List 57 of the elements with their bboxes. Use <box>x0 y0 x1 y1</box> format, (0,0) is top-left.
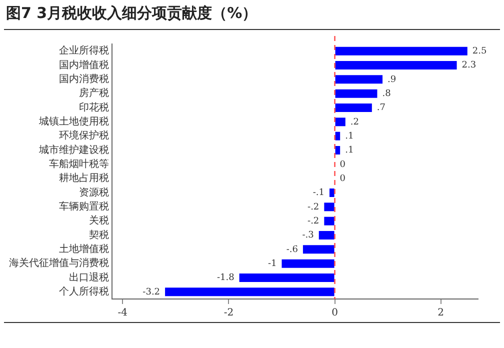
bar <box>318 231 334 240</box>
data-label: -.2 <box>308 202 320 212</box>
bar <box>324 202 334 212</box>
data-label: .7 <box>376 103 386 114</box>
y-tick-label: 土地增值税 <box>59 243 109 256</box>
y-tick-label: 车辆购置税 <box>59 200 109 213</box>
bar <box>165 288 334 296</box>
x-tick-label: 0 <box>332 308 338 319</box>
y-tick-label: 企业所得税 <box>59 44 109 57</box>
data-label: .2 <box>350 117 359 128</box>
y-tick-label: 个人所得税 <box>59 286 109 298</box>
bar <box>324 216 334 226</box>
y-tick-label: 国内增值税 <box>59 58 109 71</box>
bar <box>335 146 340 154</box>
data-label: .8 <box>382 88 392 99</box>
y-tick-label: 出口退税 <box>69 271 109 284</box>
data-label: -.1 <box>312 188 324 198</box>
bar <box>239 274 334 282</box>
y-tick-label: 关税 <box>89 214 109 227</box>
y-tick-label: 国内消费税 <box>59 73 109 86</box>
data-label: 0 <box>340 174 346 184</box>
bar <box>335 75 383 84</box>
data-label: -.2 <box>308 216 320 226</box>
data-label: -3.2 <box>142 287 160 298</box>
bar <box>335 61 457 70</box>
bar <box>302 245 334 254</box>
y-tick-label: 资源税 <box>79 186 109 198</box>
bar <box>335 46 468 56</box>
y-tick-label: 车船烟叶税等 <box>49 158 109 170</box>
x-tick-label: -2 <box>224 308 234 319</box>
data-label: -1.8 <box>216 273 235 284</box>
bar <box>335 118 346 126</box>
bar <box>335 132 340 140</box>
data-label: -.6 <box>286 244 298 255</box>
bar <box>335 89 378 98</box>
bar <box>329 188 334 197</box>
data-label: 0 <box>340 160 346 170</box>
data-label: .1 <box>345 131 354 142</box>
data-label: -1 <box>268 258 277 269</box>
data-label: 2.5 <box>472 46 487 56</box>
y-tick-label: 契税 <box>89 228 109 241</box>
bar <box>282 259 334 268</box>
y-tick-label: 房产税 <box>79 87 109 100</box>
chart-title: 图7 3月税收收入细分项贡献度（%） <box>6 4 258 23</box>
data-label: -.3 <box>302 230 314 241</box>
x-tick-label: -4 <box>118 308 128 319</box>
x-tick-label: 2 <box>438 308 444 319</box>
y-tick-label: 印花税 <box>79 101 109 114</box>
y-tick-label: 耕地占用税 <box>59 172 109 184</box>
data-label: .1 <box>345 146 354 156</box>
bar <box>335 104 372 112</box>
y-tick-label: 城镇土地使用税 <box>38 116 109 128</box>
data-label: .9 <box>388 74 396 85</box>
y-tick-label: 海关代征增值与消费税 <box>9 257 109 270</box>
y-tick-label: 城市维护建设税 <box>38 144 109 156</box>
data-label: 2.3 <box>462 60 476 71</box>
y-tick-label: 环境保护税 <box>59 130 109 142</box>
